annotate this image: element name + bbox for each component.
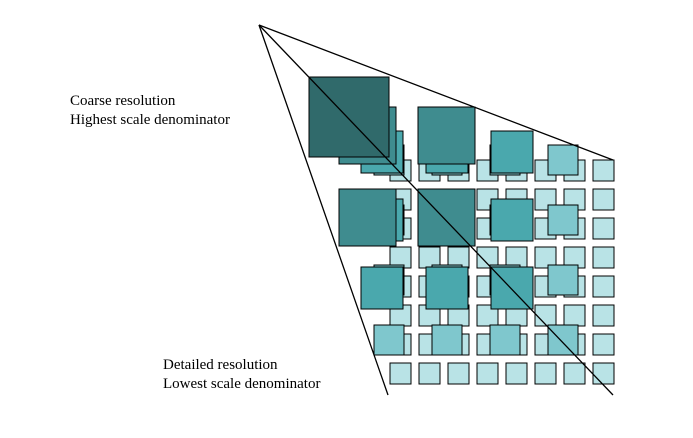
coarse-resolution-text: Coarse resolution bbox=[70, 93, 176, 109]
tile-level-1 bbox=[418, 362, 441, 385]
tile-level-4 bbox=[417, 106, 476, 165]
coarse-resolution-label: Coarse resolution Highest scale denomina… bbox=[70, 92, 230, 130]
tile-level-1 bbox=[476, 304, 499, 327]
tile-level-1 bbox=[447, 362, 470, 385]
tile-level-1 bbox=[476, 246, 499, 269]
tile-level-1 bbox=[534, 246, 557, 269]
tile-level-1 bbox=[534, 304, 557, 327]
tile-level-1 bbox=[563, 304, 586, 327]
tile-level-4 bbox=[338, 188, 397, 247]
tile-level-1 bbox=[563, 362, 586, 385]
top-edge-line bbox=[258, 24, 614, 161]
tile-level-1 bbox=[592, 304, 615, 327]
tile-level-1 bbox=[592, 275, 615, 298]
tile-level-1 bbox=[592, 188, 615, 211]
left-edge-line bbox=[258, 24, 389, 396]
detailed-resolution-text: Detailed resolution bbox=[163, 357, 278, 373]
tile-level-3 bbox=[425, 266, 469, 310]
tile-level-3 bbox=[360, 266, 404, 310]
tile-level-3 bbox=[490, 198, 534, 242]
tile-level-2 bbox=[547, 204, 579, 236]
highest-scale-denominator-text: Highest scale denominator bbox=[70, 112, 230, 128]
detailed-resolution-label: Detailed resolution Lowest scale denomin… bbox=[163, 356, 320, 394]
tile-level-2 bbox=[547, 324, 579, 356]
tile-level-1 bbox=[592, 217, 615, 240]
tile-level-1 bbox=[592, 246, 615, 269]
tile-level-4 bbox=[417, 188, 476, 247]
tile-level-1 bbox=[592, 333, 615, 356]
tile-level-2 bbox=[373, 324, 405, 356]
lowest-scale-denominator-text: Lowest scale denominator bbox=[163, 376, 321, 392]
tile-level-1 bbox=[534, 362, 557, 385]
tile-level-2 bbox=[489, 324, 521, 356]
perspective-lines bbox=[258, 24, 614, 396]
tile-level-2 bbox=[547, 144, 579, 176]
tile-level-2 bbox=[431, 324, 463, 356]
tile-level-1 bbox=[389, 362, 412, 385]
tile-level-1 bbox=[592, 362, 615, 385]
tile-level-1 bbox=[592, 159, 615, 182]
tile-level-1 bbox=[505, 362, 528, 385]
tile-level-2 bbox=[547, 264, 579, 296]
tile-level-1 bbox=[476, 362, 499, 385]
diagonal-line bbox=[258, 24, 614, 396]
tile-level-3 bbox=[490, 130, 534, 174]
